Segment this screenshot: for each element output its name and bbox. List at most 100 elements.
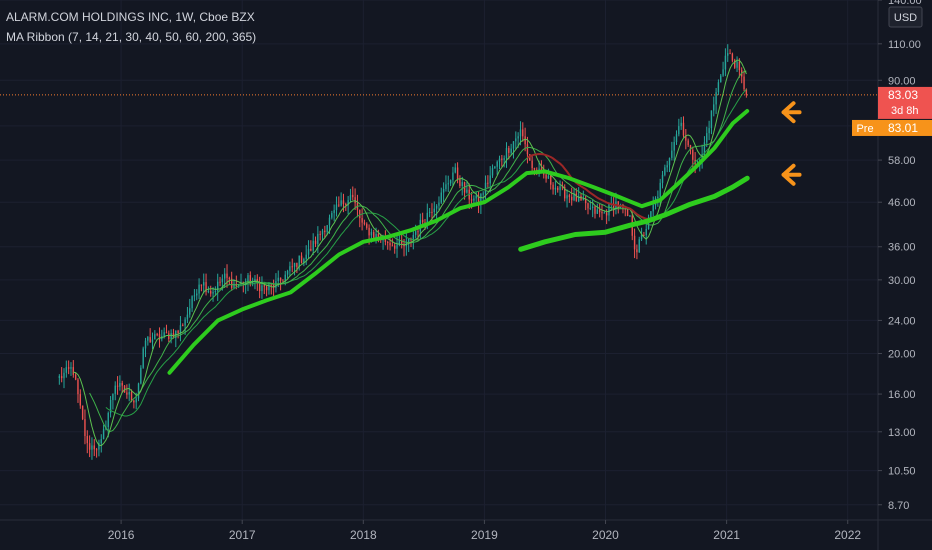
candle: [354, 188, 356, 210]
candle: [189, 298, 191, 318]
candle: [566, 189, 568, 208]
candle: [186, 306, 189, 323]
x-tick-label: 2018: [350, 528, 377, 542]
y-tick-label: 140.00: [888, 0, 922, 7]
x-tick-label: 2016: [108, 528, 135, 542]
y-tick-label: 13.00: [888, 427, 916, 439]
candle: [319, 230, 321, 241]
candle: [736, 56, 738, 72]
pre-market-label: 83.01: [888, 121, 918, 135]
candle: [126, 384, 128, 399]
candle: [587, 202, 589, 215]
candle: [261, 276, 263, 299]
candle: [571, 187, 573, 206]
candle: [109, 396, 112, 418]
candle: [112, 393, 114, 410]
bar-countdown: 3d 8h: [891, 105, 919, 117]
moving-average-ribbon: [73, 59, 750, 447]
candle: [713, 96, 715, 117]
candle: [158, 327, 161, 348]
candle: [394, 242, 396, 254]
candle: [74, 372, 77, 381]
y-tick-label: 46.00: [888, 197, 916, 209]
candle: [682, 116, 685, 138]
ma-200-line: [518, 175, 750, 252]
candle: [438, 196, 440, 211]
candle: [340, 192, 342, 207]
candle: [652, 196, 654, 217]
candle: [107, 411, 109, 438]
candle: [196, 289, 198, 301]
time-axis[interactable]: 2016 2017 2018 2019 2020 2021 2022: [0, 519, 932, 542]
candle: [335, 196, 338, 217]
y-tick-label: 90.00: [888, 75, 916, 87]
candle: [510, 143, 512, 156]
candle: [338, 196, 340, 208]
candle: [552, 182, 554, 195]
candle: [307, 240, 310, 259]
indicator-legend[interactable]: MA Ribbon (7, 14, 21, 30, 40, 50, 60, 20…: [6, 30, 256, 44]
candle: [722, 61, 724, 77]
candle: [633, 228, 636, 259]
candle: [352, 186, 354, 201]
candle: [498, 155, 501, 170]
candle: [568, 193, 571, 203]
candle: [98, 439, 100, 457]
candle: [282, 279, 284, 282]
candle: [626, 208, 629, 217]
candle: [137, 382, 140, 402]
candle: [207, 286, 210, 294]
candle: [603, 211, 606, 214]
candle: [657, 190, 659, 207]
ma-60-line: [167, 109, 750, 375]
annotation-arrow-icon: [781, 101, 802, 124]
candle: [156, 332, 158, 337]
candle: [629, 214, 631, 217]
candle: [433, 201, 435, 218]
ma-ribbon-falling: [526, 153, 659, 221]
candle: [333, 204, 335, 222]
candle: [661, 170, 664, 189]
candle: [230, 271, 233, 291]
candle: [95, 447, 98, 458]
candle: [128, 383, 130, 402]
candle: [244, 278, 247, 294]
candle: [86, 430, 88, 454]
candle: [258, 276, 261, 299]
candle: [594, 205, 596, 219]
candle: [70, 362, 72, 376]
candle: [121, 380, 123, 393]
candle: [387, 240, 389, 250]
candle: [366, 222, 368, 230]
candle: [396, 234, 398, 258]
candle: [680, 117, 682, 130]
candle: [731, 52, 734, 63]
candle: [727, 44, 729, 62]
candle: [598, 203, 601, 218]
candle: [345, 202, 347, 211]
candle: [673, 136, 675, 161]
candle: [91, 437, 93, 460]
y-tick-label: 58.00: [888, 155, 916, 167]
candle: [743, 70, 745, 91]
y-tick-label: 10.50: [888, 466, 916, 478]
candle: [349, 188, 352, 203]
candle: [133, 399, 135, 409]
candle: [198, 278, 200, 299]
currency-label: USD: [894, 12, 917, 24]
candle: [140, 365, 142, 385]
candle: [505, 142, 508, 168]
currency-button[interactable]: [888, 6, 923, 28]
candle: [668, 157, 671, 173]
candle: [88, 435, 91, 458]
candle: [293, 262, 296, 276]
candle: [554, 181, 557, 196]
candle: [317, 226, 319, 254]
candle: [217, 273, 219, 301]
candle: [666, 160, 668, 173]
y-tick-label: 24.00: [888, 315, 916, 327]
candle: [151, 332, 154, 350]
candle: [724, 48, 727, 77]
